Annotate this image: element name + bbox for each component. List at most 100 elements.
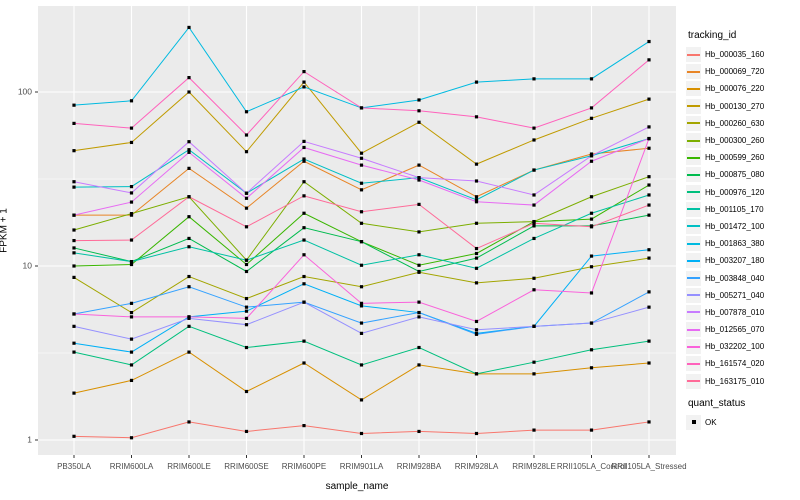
- x-tick-label: RRIM901LA: [340, 462, 384, 471]
- legend-key-swatch: [686, 304, 701, 320]
- data-point-marker: [129, 140, 134, 145]
- data-point-marker: [532, 324, 536, 328]
- legend-item-label: Hb_000599_260: [705, 153, 765, 163]
- data-point-marker: [474, 372, 479, 376]
- x-axis-title: sample_name: [325, 481, 389, 492]
- legend-key-swatch: [686, 322, 701, 338]
- data-point-marker: [187, 420, 191, 424]
- data-point-marker: [187, 25, 191, 30]
- legend-line-icon: [687, 53, 700, 56]
- data-point-marker: [474, 281, 479, 285]
- data-point-marker: [72, 324, 76, 328]
- data-point-marker: [244, 305, 249, 309]
- data-point-marker: [187, 75, 191, 80]
- x-tick-label: RRIM600LE: [167, 462, 211, 471]
- data-point-marker: [647, 146, 651, 150]
- data-point-marker: [417, 300, 421, 304]
- data-point-marker: [72, 180, 76, 184]
- legend-line-icon: [687, 242, 700, 245]
- data-point-marker: [532, 77, 536, 81]
- legend-key-swatch: [686, 218, 701, 234]
- data-point-marker: [647, 305, 651, 309]
- data-point-marker: [244, 296, 249, 301]
- legend-key-swatch: [686, 64, 701, 80]
- legend-line-icon: [687, 139, 700, 142]
- legend-line-icon: [687, 362, 700, 365]
- x-tick-label: RRIM600PE: [282, 462, 326, 471]
- plot-panel: [38, 6, 676, 455]
- data-point-marker: [359, 106, 364, 110]
- data-point-marker: [647, 97, 651, 101]
- data-point-marker: [532, 224, 536, 228]
- data-point-marker: [589, 254, 594, 258]
- legend-key-swatch: [686, 373, 701, 389]
- data-point-marker: [647, 290, 651, 294]
- data-point-marker: [474, 431, 479, 436]
- data-point-marker: [187, 140, 191, 144]
- legend-item: Hb_000035_160: [686, 46, 800, 63]
- data-point-marker: [417, 429, 421, 434]
- data-point-marker: [244, 269, 249, 274]
- data-point-marker: [589, 152, 594, 156]
- data-point-marker: [244, 150, 249, 154]
- data-point-marker: [244, 110, 249, 114]
- data-point-marker: [359, 285, 364, 289]
- data-point-marker: [72, 185, 76, 189]
- legend-key-swatch: [686, 47, 701, 63]
- legend-item-label: Hb_001472_100: [705, 221, 765, 231]
- data-point-marker: [474, 221, 479, 225]
- legend-key-swatch: [686, 356, 701, 372]
- legend-line-icon: [687, 294, 700, 297]
- data-point-marker: [72, 264, 76, 268]
- legend-key-swatch: [686, 133, 701, 149]
- data-point-marker: [532, 236, 536, 241]
- data-point-marker: [647, 183, 651, 187]
- x-tick-label: RRIM928LA: [455, 462, 499, 471]
- data-point-marker: [302, 226, 306, 230]
- legend-line-icon: [687, 345, 700, 348]
- data-point-marker: [129, 315, 134, 319]
- x-tick-label: PB350LA: [57, 462, 91, 471]
- data-point-marker: [359, 263, 364, 267]
- data-point-marker: [474, 319, 479, 324]
- legend-item: Hb_001472_100: [686, 218, 800, 235]
- data-point-marker: [647, 361, 651, 365]
- data-point-marker: [589, 321, 594, 325]
- legend-line-icon: [687, 277, 700, 280]
- data-point-marker: [532, 276, 536, 280]
- data-point-marker: [417, 176, 421, 180]
- legend-item-label: OK: [705, 417, 717, 427]
- legend-item-label: Hb_161574_020: [705, 359, 765, 369]
- data-point-marker: [302, 253, 306, 257]
- data-point-marker: [359, 156, 364, 160]
- data-point-marker: [532, 138, 536, 142]
- data-point-marker: [302, 282, 306, 286]
- data-point-marker: [244, 345, 249, 350]
- data-point-marker: [302, 80, 306, 84]
- data-point-marker: [474, 328, 479, 332]
- legend-item-label: Hb_000069_720: [705, 67, 765, 77]
- legend-item: Hb_000599_260: [686, 149, 800, 166]
- data-point-marker: [302, 423, 306, 428]
- legend-item-label: Hb_001105_170: [705, 204, 764, 214]
- data-point-marker: [244, 196, 249, 200]
- data-point-marker: [129, 212, 134, 216]
- data-point-marker: [589, 291, 594, 295]
- data-point-marker: [417, 163, 421, 167]
- data-point-marker: [72, 391, 76, 395]
- data-point-marker: [359, 304, 364, 308]
- data-point-marker: [187, 215, 191, 219]
- data-point-marker: [302, 85, 306, 89]
- data-point-marker: [187, 315, 191, 319]
- data-point-marker: [302, 274, 306, 279]
- data-point-marker: [302, 157, 306, 161]
- legend: tracking_id Hb_000035_160 Hb_000069_720 Hb…: [686, 24, 800, 431]
- legend-item: Hb_161574_020: [686, 355, 800, 372]
- data-point-marker: [244, 191, 249, 195]
- data-point-marker: [417, 269, 421, 274]
- data-point-marker: [647, 193, 651, 197]
- legend-item: Hb_007878_010: [686, 304, 800, 321]
- data-point-marker: [359, 431, 364, 436]
- legend-item: Hb_000076_220: [686, 80, 800, 97]
- data-point-marker: [589, 428, 594, 432]
